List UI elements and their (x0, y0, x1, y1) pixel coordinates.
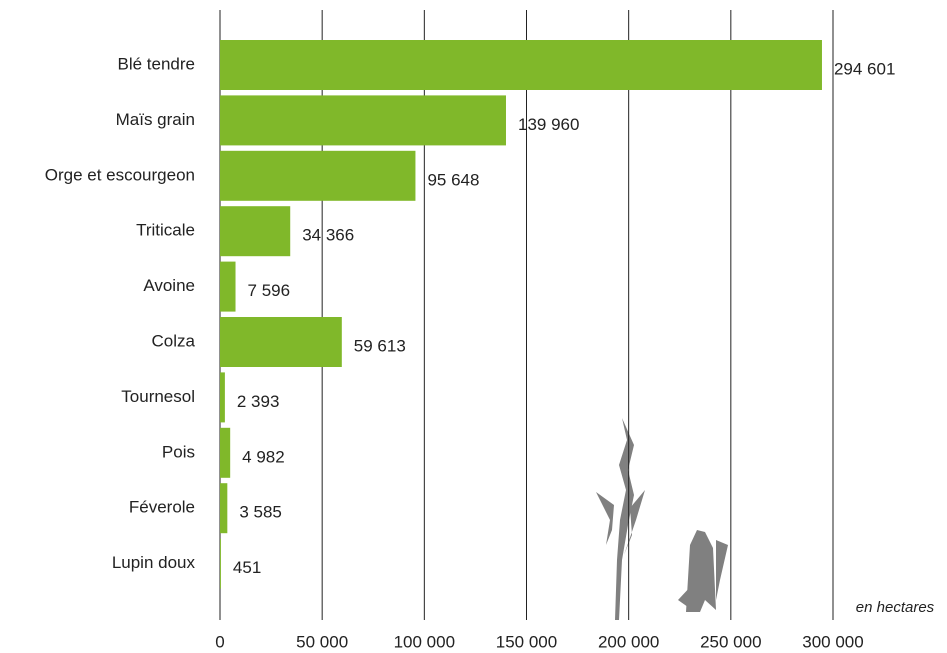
x-tick-label: 100 000 (394, 632, 455, 651)
value-label: 451 (233, 558, 261, 577)
decorative-plants (596, 418, 728, 620)
unit-note: en hectares (856, 599, 935, 616)
bar (220, 427, 231, 478)
bar (220, 538, 221, 589)
x-tick-label: 300 000 (802, 632, 863, 651)
y-tick-label: Féverole (129, 498, 195, 517)
y-tick-label: Maïs grain (116, 110, 195, 129)
y-tick-label: Blé tendre (118, 54, 196, 73)
y-tick-label: Triticale (136, 221, 195, 240)
bar (220, 261, 236, 312)
value-label: 294 601 (834, 59, 895, 78)
y-tick-label: Pois (162, 442, 195, 461)
value-label: 3 585 (239, 503, 282, 522)
bar (220, 95, 506, 146)
x-tick-label: 250 000 (700, 632, 761, 651)
bar (220, 483, 228, 534)
bar (220, 206, 291, 257)
y-tick-label: Tournesol (121, 387, 195, 406)
value-label: 34 366 (302, 226, 354, 245)
value-label: 59 613 (354, 336, 406, 355)
y-tick-label: Avoine (143, 276, 195, 295)
x-tick-label: 0 (215, 632, 224, 651)
value-label: 7 596 (248, 281, 291, 300)
bar (220, 317, 342, 367)
bar (220, 372, 225, 423)
y-tick-label: Colza (152, 331, 196, 350)
value-label: 95 648 (427, 170, 479, 189)
x-tick-label: 150 000 (496, 632, 557, 651)
y-tick-label: Orge et escourgeon (45, 165, 195, 184)
value-label: 139 960 (518, 115, 579, 134)
bar (220, 150, 416, 201)
x-tick-label: 50 000 (296, 632, 348, 651)
bar (220, 40, 822, 90)
value-label: 4 982 (242, 447, 285, 466)
value-label: 2 393 (237, 392, 280, 411)
x-tick-label: 200 000 (598, 632, 659, 651)
y-tick-label: Lupin doux (112, 553, 196, 572)
